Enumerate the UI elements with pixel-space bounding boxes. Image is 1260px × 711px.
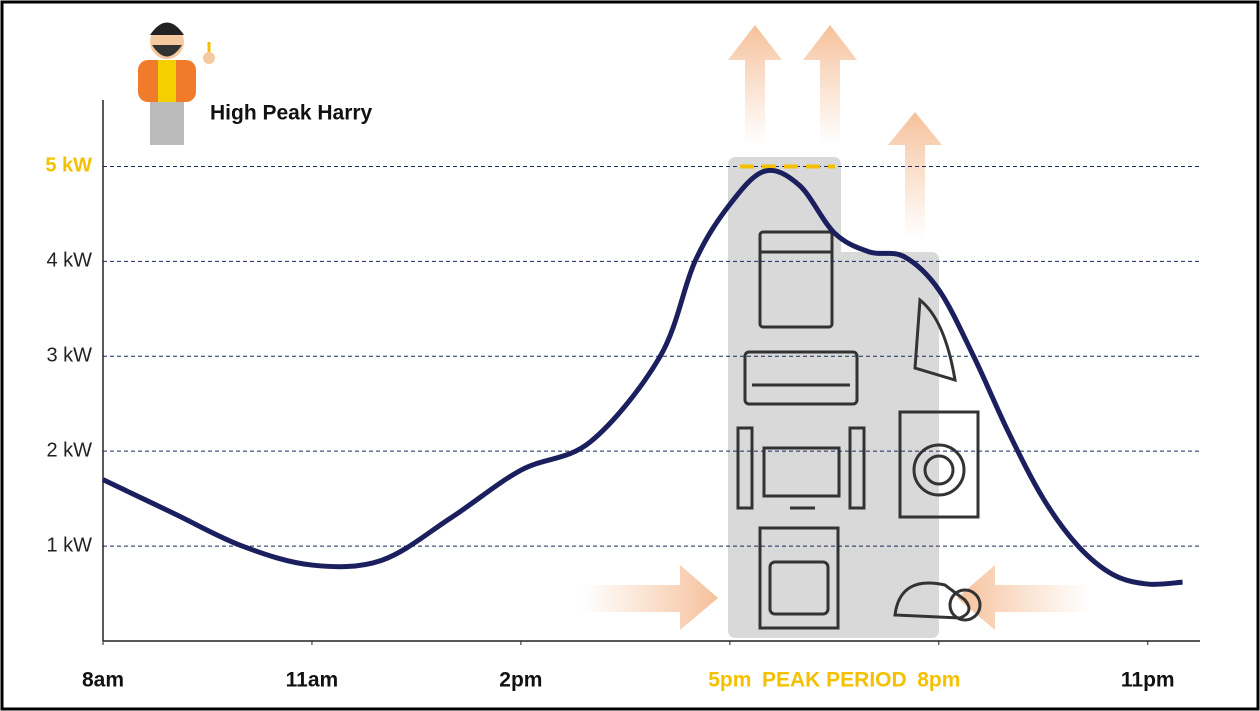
- appliance-icons: [736, 230, 982, 630]
- y-tick-label: 1 kW: [46, 534, 92, 556]
- x-tick-label: 5pm: [708, 669, 751, 692]
- arrow-up: [888, 112, 942, 240]
- peak-decoration: [138, 22, 1090, 638]
- demand-line: [101, 167, 1183, 587]
- arrow-up: [728, 25, 782, 145]
- y-tick-label: 2 kW: [46, 439, 92, 461]
- y-tick-label: 4 kW: [46, 250, 92, 272]
- x-tick-label: 8am: [82, 669, 124, 692]
- chart-title: High Peak Harry: [210, 102, 373, 125]
- character: [138, 22, 215, 145]
- arrow-up: [803, 25, 857, 145]
- peak-box: [728, 157, 939, 638]
- y-tick-label: 5 kW: [45, 155, 92, 177]
- x-tick-label: 11pm: [1121, 669, 1175, 692]
- arrow-left: [957, 565, 1090, 630]
- annotation: PEAK PERIOD: [762, 669, 907, 692]
- x-tick-label: 11am: [286, 669, 339, 692]
- y-tick-label: 3 kW: [46, 345, 92, 367]
- x-tick-label: 8pm: [917, 669, 960, 692]
- x-tick-label: 2pm: [499, 669, 542, 692]
- arrow-right: [580, 565, 718, 630]
